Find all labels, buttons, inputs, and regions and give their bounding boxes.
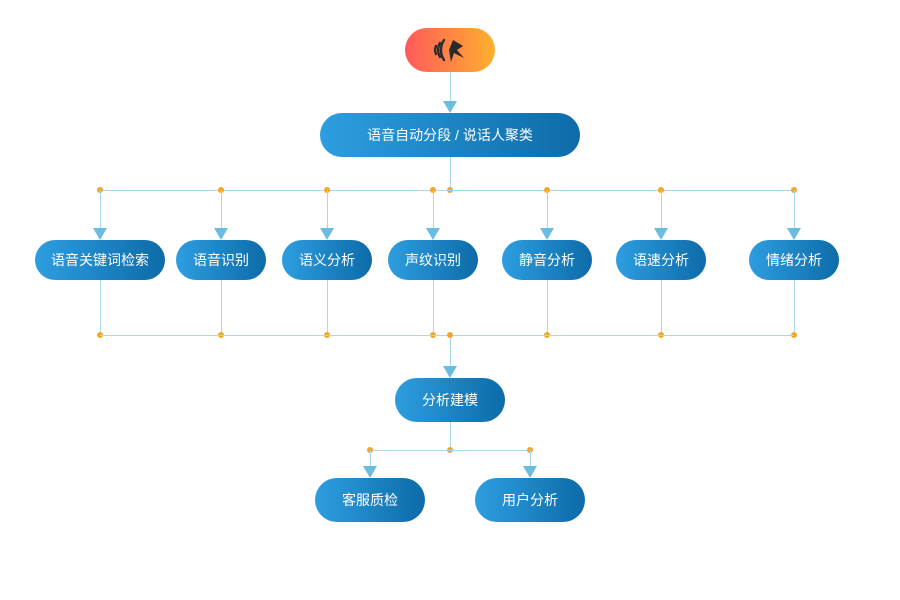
flow-node-model: 分析建模 bbox=[395, 378, 505, 422]
edge bbox=[661, 280, 662, 335]
flow-node-n6: 语速分析 bbox=[616, 240, 706, 280]
node-label: 语音关键词检索 bbox=[51, 250, 149, 270]
flow-node-n1: 语音关键词检索 bbox=[35, 240, 165, 280]
flow-node-n5: 静音分析 bbox=[502, 240, 592, 280]
edge bbox=[100, 190, 101, 228]
node-label: 分析建模 bbox=[422, 390, 478, 410]
edge bbox=[794, 280, 795, 335]
edge bbox=[100, 280, 101, 335]
edge bbox=[327, 280, 328, 335]
node-label: 用户分析 bbox=[502, 490, 558, 510]
edge bbox=[433, 190, 434, 228]
node-label: 语音识别 bbox=[193, 250, 249, 270]
edge bbox=[100, 190, 794, 191]
edge bbox=[221, 190, 222, 228]
arrowhead-icon bbox=[443, 101, 457, 113]
arrowhead-icon bbox=[214, 228, 228, 240]
arrowhead-icon bbox=[363, 466, 377, 478]
edge bbox=[433, 280, 434, 335]
node-label: 语音自动分段 / 说话人聚类 bbox=[367, 125, 533, 145]
audio-input-node bbox=[405, 28, 495, 72]
edge bbox=[327, 190, 328, 228]
flow-node-o1: 客服质检 bbox=[315, 478, 425, 522]
flow-node-n2: 语音识别 bbox=[176, 240, 266, 280]
flow-node-root: 语音自动分段 / 说话人聚类 bbox=[320, 113, 580, 157]
arrowhead-icon bbox=[523, 466, 537, 478]
node-label: 声纹识别 bbox=[405, 250, 461, 270]
arrowhead-icon bbox=[320, 228, 334, 240]
edge bbox=[450, 335, 451, 366]
arrowhead-icon bbox=[93, 228, 107, 240]
arrowhead-icon bbox=[654, 228, 668, 240]
flow-node-n7: 情绪分析 bbox=[749, 240, 839, 280]
edge bbox=[547, 280, 548, 335]
node-label: 语速分析 bbox=[633, 250, 689, 270]
arrowhead-icon bbox=[443, 366, 457, 378]
edge bbox=[794, 190, 795, 228]
node-label: 情绪分析 bbox=[766, 250, 822, 270]
arrowhead-icon bbox=[426, 228, 440, 240]
node-label: 语义分析 bbox=[299, 250, 355, 270]
flow-node-n3: 语义分析 bbox=[282, 240, 372, 280]
sound-wave-icon bbox=[433, 36, 467, 64]
edge bbox=[370, 450, 530, 451]
edge bbox=[530, 450, 531, 466]
edge bbox=[370, 450, 371, 466]
junction-dot bbox=[447, 332, 453, 338]
edge bbox=[450, 157, 451, 190]
flow-node-n4: 声纹识别 bbox=[388, 240, 478, 280]
edge bbox=[661, 190, 662, 228]
edge bbox=[547, 190, 548, 228]
node-label: 客服质检 bbox=[342, 490, 398, 510]
flow-node-o2: 用户分析 bbox=[475, 478, 585, 522]
node-label: 静音分析 bbox=[519, 250, 575, 270]
edge bbox=[450, 72, 451, 101]
arrowhead-icon bbox=[787, 228, 801, 240]
edge bbox=[450, 422, 451, 450]
arrowhead-icon bbox=[540, 228, 554, 240]
edge bbox=[221, 280, 222, 335]
